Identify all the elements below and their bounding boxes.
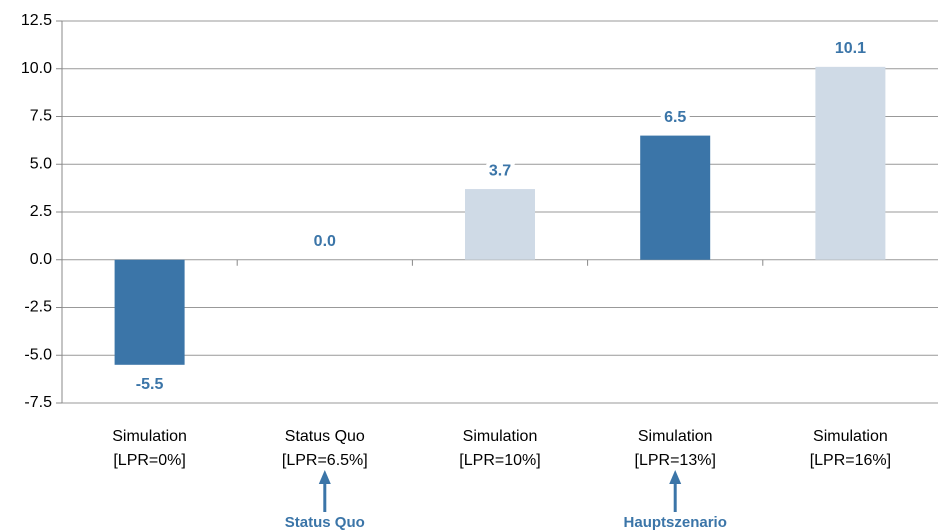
y-tick-label: -5.0	[24, 346, 52, 363]
y-tick-label: 12.5	[21, 12, 52, 29]
x-tick-label: [LPR=6.5%]	[282, 452, 368, 469]
x-tick-label: Status Quo	[285, 428, 365, 445]
y-tick-label: 7.5	[30, 108, 52, 125]
y-tick-label: 5.0	[30, 155, 52, 172]
x-tick-label: [LPR=16%]	[810, 452, 891, 469]
x-tick-label: [LPR=0%]	[113, 452, 185, 469]
arrow-head	[669, 470, 682, 484]
x-tick-label: [LPR=10%]	[459, 452, 540, 469]
bar	[640, 135, 711, 260]
annotation: Hauptszenario	[624, 514, 727, 531]
x-tick-label: [LPR=13%]	[635, 452, 716, 469]
x-tick-label: Simulation	[638, 428, 713, 445]
x-tick-label: Simulation	[463, 428, 538, 445]
bar	[114, 259, 185, 365]
annotation: Status Quo	[285, 514, 365, 531]
value-label: 6.5	[664, 109, 686, 126]
x-tick-label: Simulation	[112, 428, 187, 445]
value-label: -5.5	[136, 376, 164, 393]
y-tick-label: 0.0	[30, 251, 52, 268]
bar	[465, 189, 535, 260]
y-tick-label: 2.5	[30, 203, 52, 220]
arrow-head	[318, 470, 331, 484]
y-tick-label: 10.0	[21, 60, 52, 77]
value-label: 0.0	[314, 233, 336, 250]
y-tick-label: -7.5	[24, 394, 52, 411]
bar	[815, 66, 886, 260]
y-tick-label: -2.5	[24, 299, 52, 316]
value-label: 10.1	[835, 40, 866, 57]
value-label: 3.7	[489, 162, 511, 179]
x-tick-label: Simulation	[813, 428, 888, 445]
